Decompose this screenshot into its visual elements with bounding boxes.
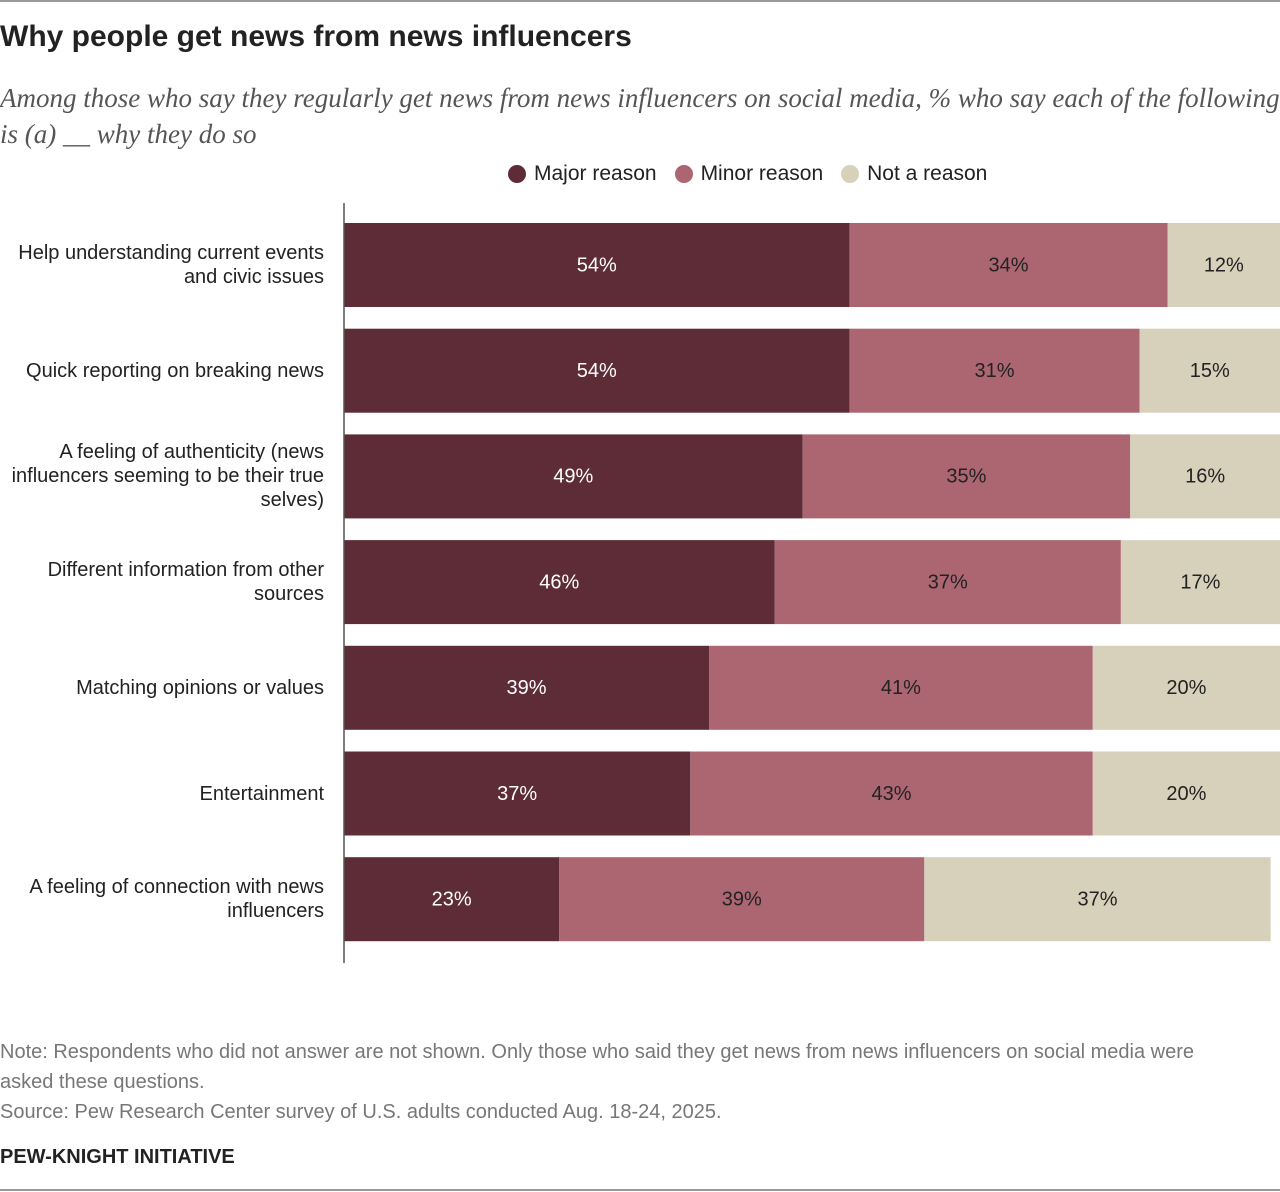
value-label: 35% [946,466,986,488]
bar-segment [344,328,850,413]
legend-swatch [674,165,693,183]
value-label: 12% [1204,254,1244,276]
category-label: Quick reporting on breaking news [26,359,324,382]
bar-segment [344,645,710,730]
value-label: 20% [1166,677,1206,699]
value-label: 54% [577,254,617,276]
legend-label: Minor reason [700,162,824,185]
legend-item: Minor reason [674,162,824,186]
bar-segment [774,540,1121,625]
category-label: A feeling of authenticity (news influenc… [11,441,324,512]
bar-segment [924,857,1271,942]
bar-segment [690,751,1093,836]
category-label: Help understanding current events and ci… [18,242,324,288]
category-label: Different information from other sources [47,559,324,606]
bar-segment [344,540,775,625]
category-label: A feeling of connection with news influe… [29,876,324,923]
bar-segment [559,857,925,942]
bar-segment [1167,223,1280,307]
value-label: 16% [1185,466,1225,488]
legend: Major reason Minor reason Not a reason [508,162,1005,186]
value-label: 46% [539,571,579,593]
value-label: 39% [507,677,547,699]
bar-segment [344,223,850,307]
bar-segment [344,857,560,942]
chart-title: Why people get news from news influencer… [0,20,632,53]
value-label: 49% [553,466,593,488]
legend-item: Not a reason [841,162,987,186]
top-rule [0,0,1280,2]
category-label: Matching opinions or values [76,676,324,699]
bottom-rule [0,1189,1280,1191]
bar-segment [849,223,1168,307]
value-label: 23% [432,888,472,910]
value-label: 15% [1190,360,1230,382]
legend-item: Major reason [508,162,657,186]
value-label: 43% [872,783,912,805]
chart-subtitle: Among those who say they regularly get n… [0,83,1280,149]
bar-segment [1092,645,1280,730]
value-label: 37% [497,783,537,805]
bar-segment [802,434,1131,519]
note: Note: Respondents who did not answer are… [0,1041,1194,1093]
value-label: 54% [577,360,617,382]
value-label: 20% [1166,783,1206,805]
bar-segment [1130,434,1280,519]
value-label: 37% [1077,888,1117,910]
value-label: 17% [1180,571,1220,593]
bar-segment [849,328,1140,413]
legend-label: Not a reason [867,162,988,185]
value-label: 34% [989,254,1029,276]
value-label: 41% [881,677,921,699]
bar-segment [1139,328,1280,413]
source: Source: Pew Research Center survey of U.… [0,1101,722,1123]
legend-label: Major reason [534,162,657,185]
category-label: Entertainment [199,782,324,805]
value-label: 31% [975,360,1015,382]
bar-segment [344,751,691,836]
legend-swatch [841,165,860,183]
value-label: 39% [722,888,762,910]
bar-segment [709,645,1093,730]
bar-segment [1120,540,1280,625]
credit: PEW-KNIGHT INITIATIVE [0,1146,235,1168]
value-label: 37% [928,571,968,593]
legend-swatch [508,165,526,183]
bar-segment [1092,751,1280,836]
bar-segment [344,434,803,519]
